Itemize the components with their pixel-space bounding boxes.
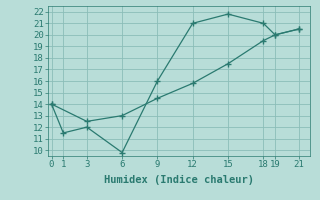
X-axis label: Humidex (Indice chaleur): Humidex (Indice chaleur) bbox=[104, 175, 254, 185]
